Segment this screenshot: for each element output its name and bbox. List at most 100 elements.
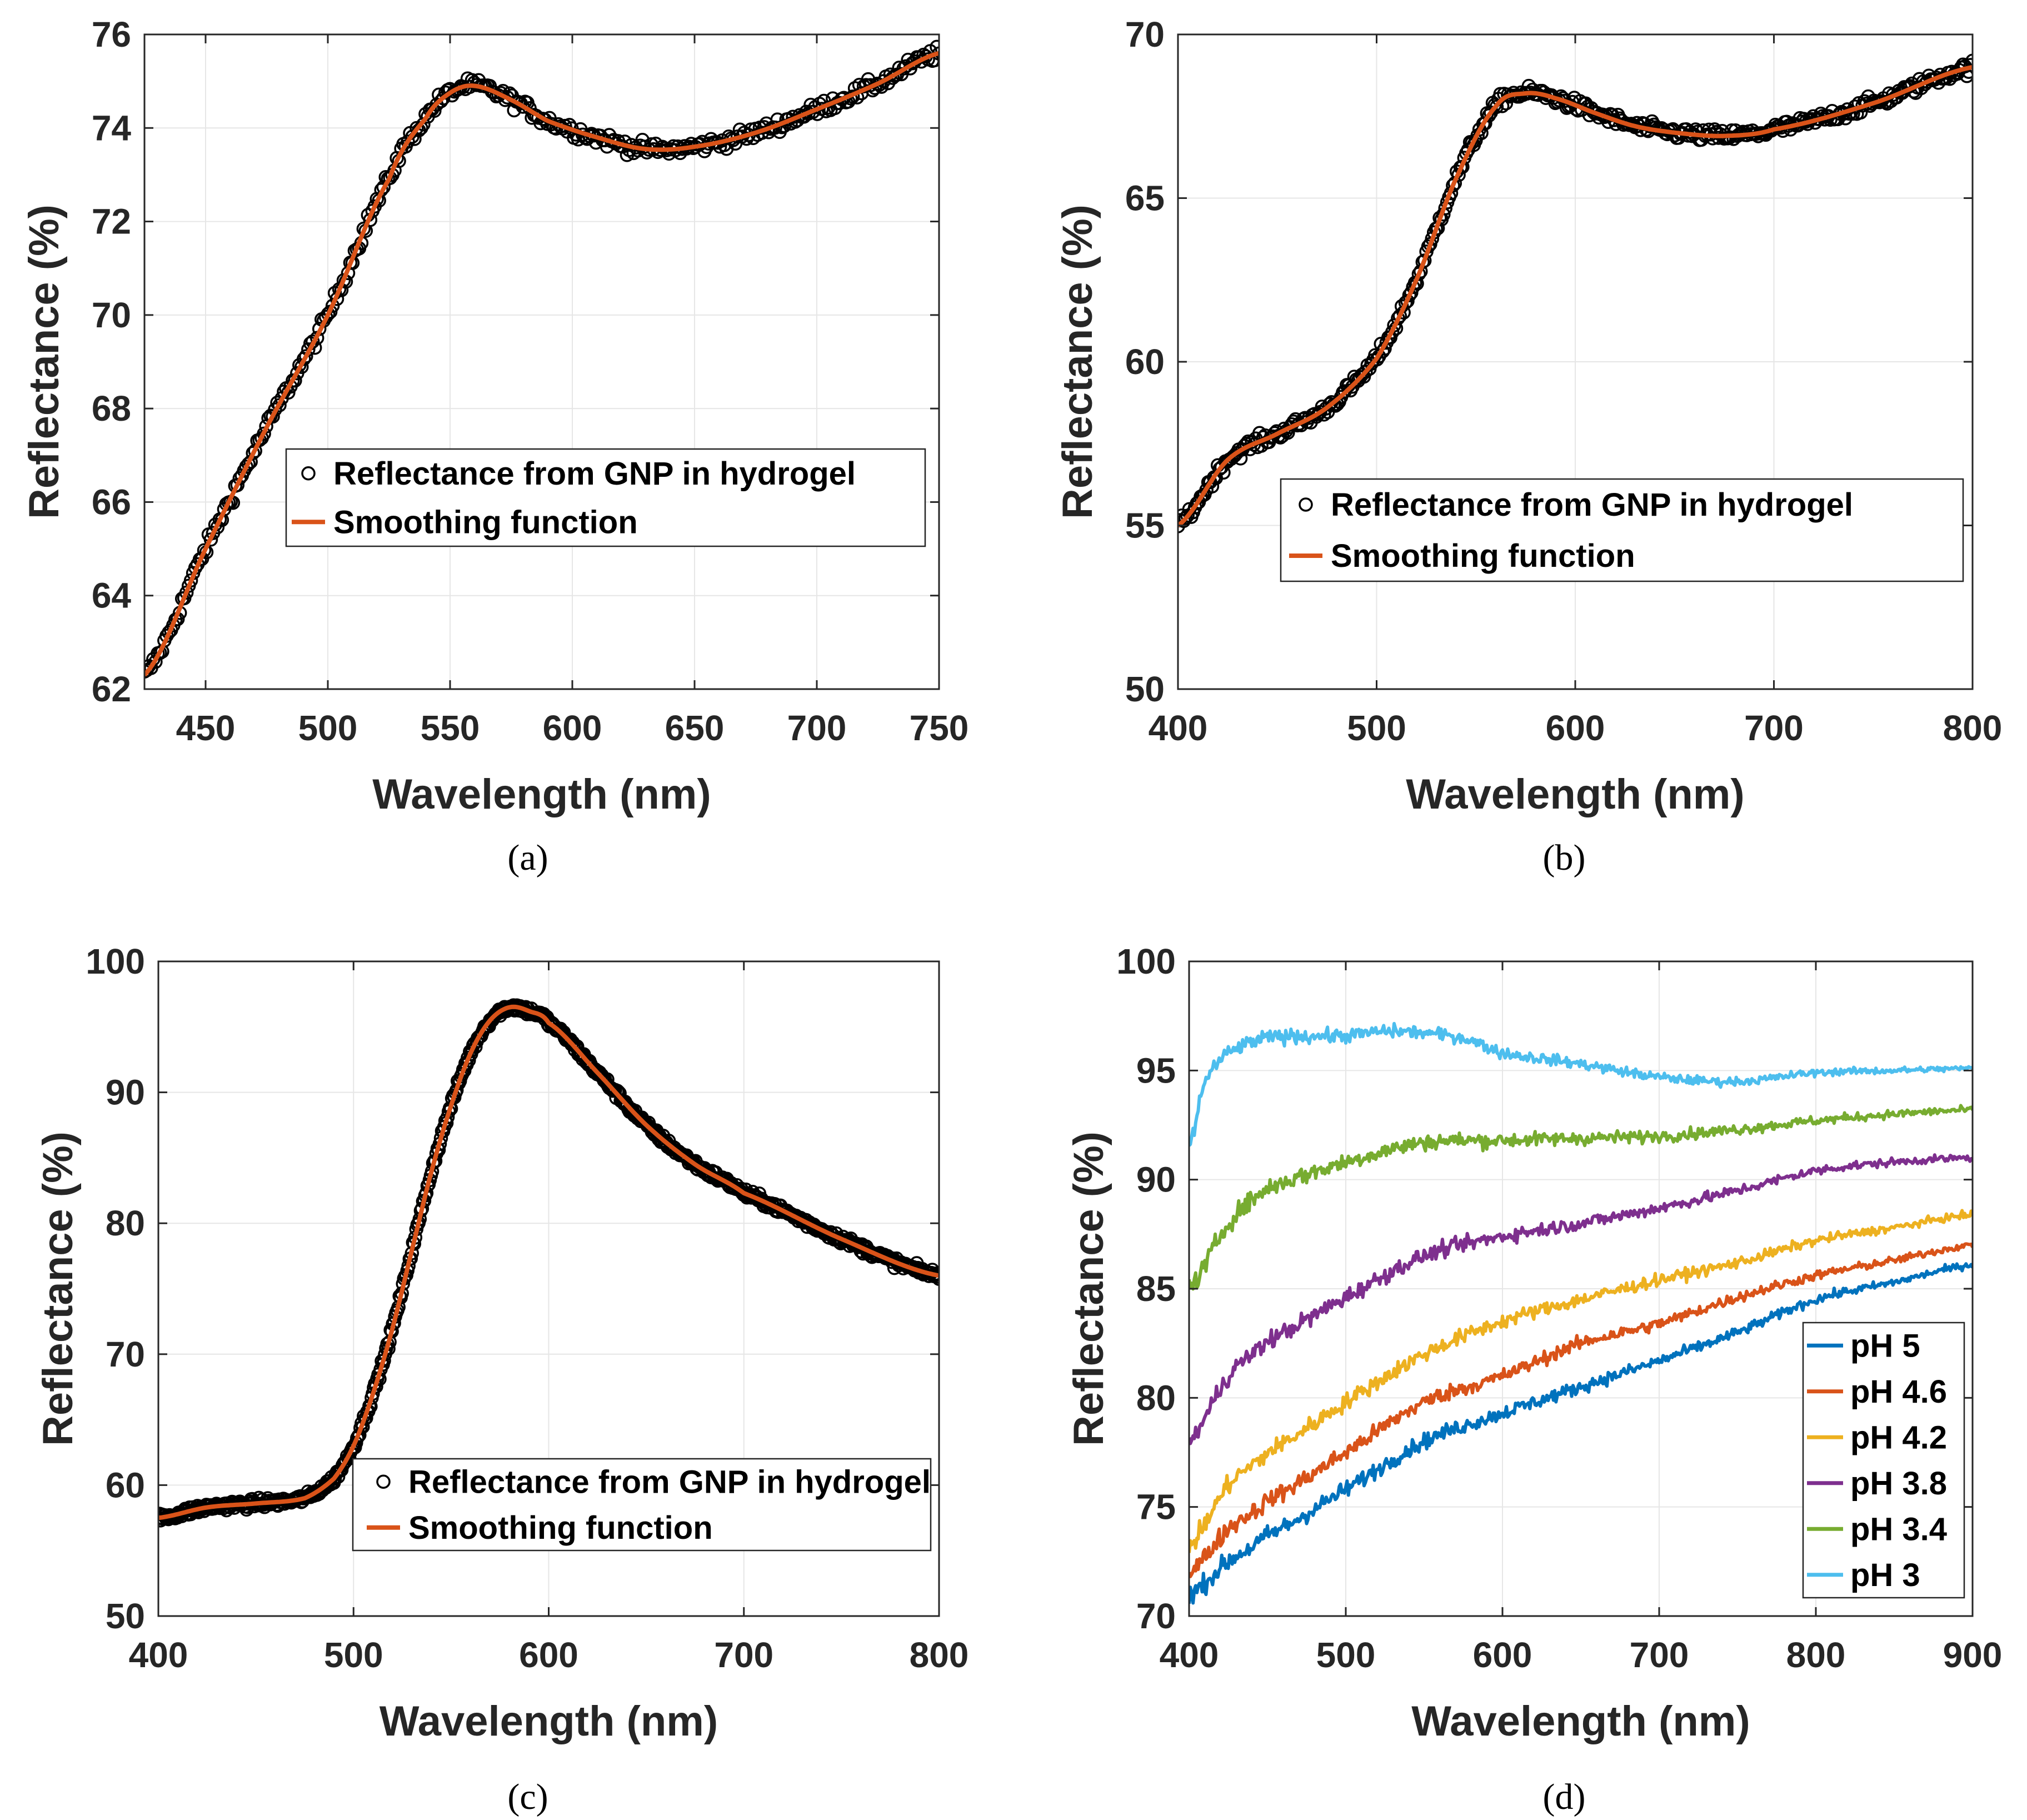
data-point [246,446,260,460]
series-line-ph-5 [1189,1262,1973,1605]
data-point [257,426,271,441]
x-axis-label: Wavelength (nm) [1411,1698,1750,1745]
data-point [932,1271,939,1286]
x-axis-label: Wavelength (nm) [380,1698,718,1745]
data-point [1446,178,1460,193]
y-tick-label: 80 [1136,1378,1176,1418]
y-tick-label: 74 [92,108,132,148]
y-tick-label: 64 [92,576,132,616]
series-line-ph-3-4 [1189,1104,1973,1291]
data-point [425,102,440,117]
x-tick-label: 800 [1943,708,2003,748]
data-point [239,459,253,474]
x-tick-label: 600 [543,708,602,748]
smoothing-line [144,51,939,677]
x-tick-label: 600 [1473,1635,1532,1675]
data-point [1965,53,1973,68]
series-line-ph-4-6 [1189,1242,1973,1578]
legend-label: pH 3 [1850,1557,1920,1593]
y-tick-label: 80 [106,1203,145,1243]
data-point [1481,108,1496,123]
data-point [1963,58,1973,72]
chart-d: 400 500 600 700 800 900 70 75 80 85 90 95 100 Wavelen… [1065,941,2002,1817]
plot-marks [158,998,939,1528]
y-tick-label: 70 [106,1334,145,1374]
legend-label: Reflectance from GNP in hydrogel [1331,487,1853,523]
x-tick-label: 450 [176,708,236,748]
axes-box [143,33,940,690]
legend-label: Smoothing function [408,1510,713,1546]
y-tick-label: 70 [1136,1596,1176,1636]
y-tick-label: 85 [1136,1269,1176,1309]
x-tick-label: 400 [1160,1635,1219,1675]
panel-caption: (b) [1543,837,1586,878]
x-tick-label: 500 [298,708,358,748]
y-tick-label: 60 [106,1465,145,1505]
y-tick-label: 76 [92,14,131,54]
legend: pH 5 pH 4.6 pH 4.2 pH 3.8 pH 3.4 pH 3 [1802,1322,1965,1599]
legend-box [1802,1322,1965,1599]
x-tick-label: 700 [787,708,847,748]
data-point [266,409,280,424]
x-tick-label: 500 [1347,708,1406,748]
smoothing-line [158,1004,939,1520]
y-tick-label: 55 [1125,506,1165,546]
y-tick-label: 100 [86,941,145,981]
x-tick-label: 600 [1546,708,1605,748]
chart-a: 450 500 550 600 650 700 750 62 64 66 68 70 72 74 76 Wav… [21,14,968,878]
x-axis-label: Wavelength (nm) [372,771,711,818]
smoothing-line [1178,64,1973,527]
data-point [434,94,448,108]
x-tick-label: 700 [714,1635,773,1675]
legend-label: Smoothing function [1331,538,1635,574]
x-tick-label: 700 [1744,708,1804,748]
plot-marks [1189,1021,1973,1605]
legend-label: pH 3.8 [1850,1465,1947,1502]
legend-box [1280,478,1964,582]
x-tick-label: 750 [910,708,969,748]
legend: Reflectance from GNP in hydrogel Smoothin… [285,448,926,547]
y-tick-label: 50 [106,1596,145,1636]
y-tick-label: 66 [92,482,131,522]
plot-marks [1178,53,1973,533]
x-axis-label: Wavelength (nm) [1406,771,1744,818]
legend-label: pH 4.2 [1850,1419,1947,1455]
y-axis-label: Reflectance (%) [1065,1131,1112,1446]
series-line-ph-3 [1189,1021,1973,1147]
x-tick-label: 550 [421,708,480,748]
data-point [465,1043,480,1058]
legend-box [285,448,926,547]
x-tick-label: 650 [665,708,725,748]
x-tick-label: 900 [1943,1635,2003,1675]
y-tick-label: 95 [1136,1050,1176,1090]
y-tick-label: 68 [92,388,131,428]
legend-label: Reflectance from GNP in hydrogel [333,456,856,492]
panel-caption: (d) [1543,1777,1586,1817]
x-tick-label: 500 [324,1635,383,1675]
series-line-ph-3-8 [1189,1153,1973,1445]
data-point [1402,288,1417,302]
x-tick-label: 800 [1786,1635,1846,1675]
data-point [321,307,336,321]
chart-b: 400 500 600 700 800 50 55 60 65 70 Wavelength (nm)… [1054,14,2002,878]
plot-area [144,34,939,689]
data-point [1489,99,1504,114]
legend-label: Smoothing function [333,504,638,540]
y-tick-label: 90 [106,1073,145,1113]
y-tick-label: 100 [1116,941,1176,981]
legend-label: pH 5 [1850,1328,1920,1364]
legend-marker-circle [376,1474,391,1489]
legend-label: pH 3.4 [1850,1511,1947,1547]
y-tick-label: 50 [1125,669,1165,709]
data-point [931,1269,939,1284]
y-tick-label: 62 [92,669,131,709]
legend-label: pH 4.6 [1850,1374,1947,1410]
data-point [1392,308,1407,323]
panel-caption: (c) [507,1777,548,1817]
chart-c: 400 500 600 700 800 50 60 70 80 90 100 Wavelength (… [34,941,968,1817]
y-axis-label: Reflectance (%) [1054,205,1101,519]
legend-marker-circle [301,466,316,481]
panel-caption: (a) [507,837,548,878]
legend-marker-circle [1299,497,1313,512]
